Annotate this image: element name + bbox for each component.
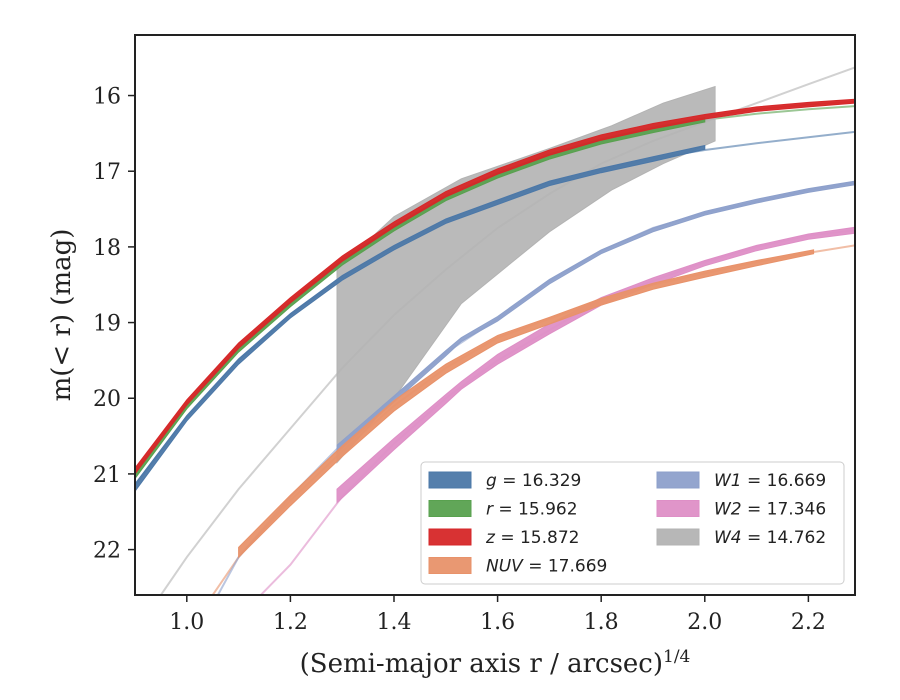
legend-swatch-w4 [656,528,700,546]
legend-variable: W2 [714,500,742,520]
x-tick-label: 1.2 [273,610,308,635]
legend-variable: r [486,500,494,520]
legend-swatch-nuv [428,557,472,574]
legend-swatch-w2 [656,500,700,517]
plot-frame [134,34,856,596]
x-axis-title-exponent: 1/4 [663,647,690,667]
y-tick-label: 17 [93,160,121,185]
legend-variable: W1 [714,471,742,491]
legend-value: = 17.346 [742,500,827,520]
band-nuv [238,249,815,559]
legend-value: = 15.872 [495,528,580,548]
x-tick-label: 1.4 [376,610,411,635]
plot-area [135,66,855,595]
legend-variable: g [486,471,497,491]
legend-label-nuv: NUV = 17.669 [486,557,607,577]
x-axis: 1.0 1.2 1.4 1.6 1.8 2.0 2.2 [169,595,826,635]
y-tick-label: 20 [93,387,121,412]
band-z [135,98,855,475]
y-axis: 16 17 18 19 20 21 22 [93,85,135,564]
x-axis-title: (Semi-major axis r / arcsec)1/4 [300,647,691,679]
legend-variable: NUV [486,557,524,577]
band-w2 [336,226,855,504]
legend-variable: z [485,528,496,548]
legend-box [420,461,845,585]
x-tick-label: 2.0 [687,610,722,635]
y-axis-title: m(< r) (mag) [47,229,77,402]
x-tick-label: 1.0 [169,610,204,635]
y-tick-label: 21 [93,463,121,488]
legend-label-g: g = 16.329 [486,471,581,491]
legend-swatch-r [428,500,472,517]
x-tick-label: 2.2 [791,610,826,635]
x-tick-label: 1.8 [584,610,619,635]
band-w4 [336,85,716,464]
band-g [135,144,706,493]
legend-label-w4: W4 = 14.762 [714,528,826,548]
legend-value: = 15.962 [493,500,578,520]
legend-swatch-g [428,471,472,489]
legend-label-z: z = 15.872 [485,528,579,548]
legend-value: = 14.762 [742,528,827,548]
y-tick-label: 22 [93,539,121,564]
band-w1 [336,180,855,454]
legend-variable: W4 [714,528,742,548]
legend-label-r: r = 15.962 [486,500,578,520]
legend-value: = 16.669 [742,471,827,491]
legend-label-w1: W1 = 16.669 [714,471,826,491]
legend-swatch-w1 [656,471,700,489]
legend-value: = 16.329 [497,471,582,491]
y-tick-label: 19 [93,312,121,337]
y-tick-label: 18 [93,236,121,261]
y-tick-label: 16 [93,85,121,110]
legend-value: = 17.669 [523,557,608,577]
x-tick-label: 1.6 [480,610,515,635]
legend-swatch-z [428,528,472,546]
legend-label-w2: W2 = 17.346 [714,500,826,520]
